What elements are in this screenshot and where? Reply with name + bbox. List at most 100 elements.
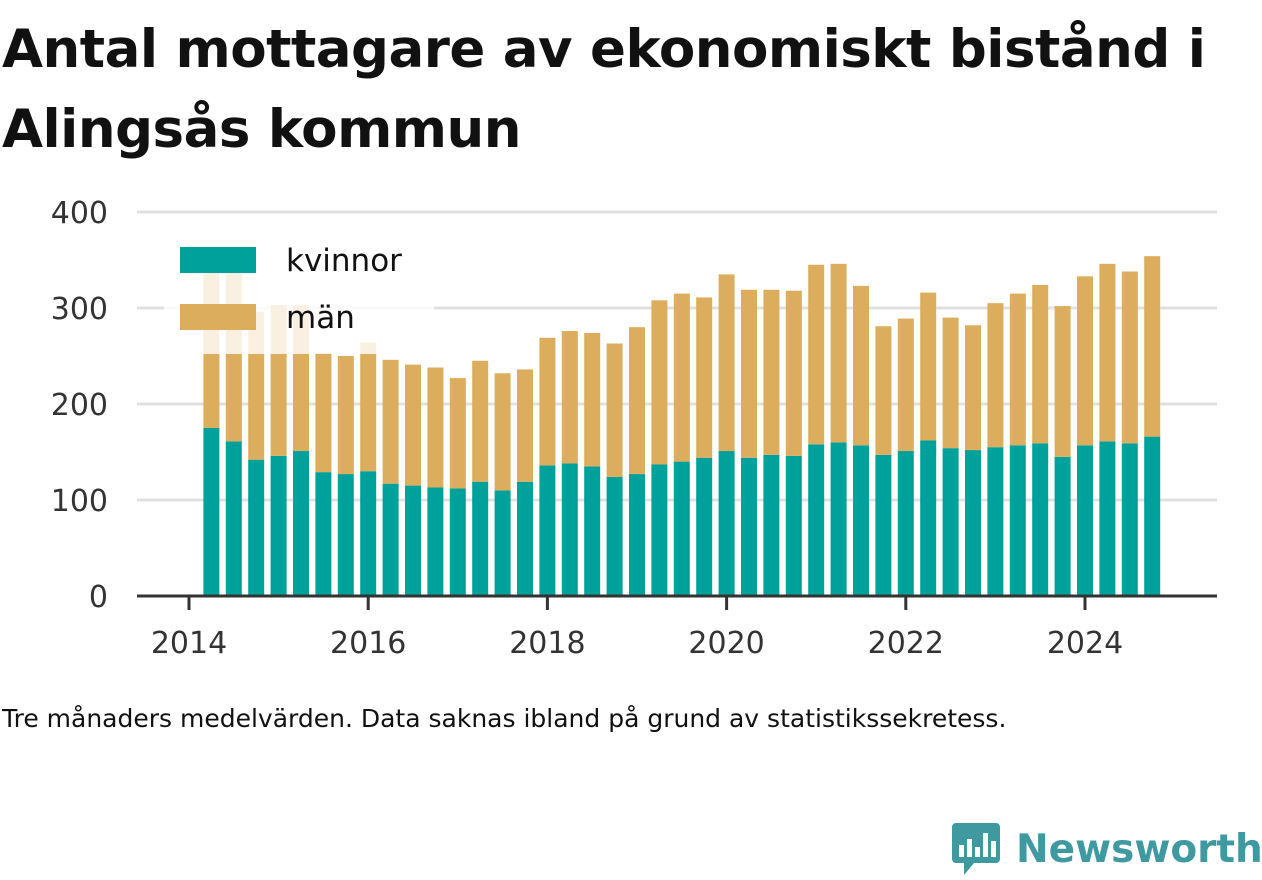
x-tick-label: 2014: [151, 626, 227, 661]
bar-kvinnor: [1032, 443, 1049, 596]
bar-man: [1032, 284, 1049, 444]
bar-man: [629, 327, 645, 475]
bar-man: [539, 337, 556, 466]
legend-swatch: [180, 247, 256, 273]
bar-kvinnor: [785, 455, 802, 596]
bar-man: [584, 332, 601, 467]
bar-kvinnor: [651, 464, 668, 596]
bar-man: [785, 290, 802, 456]
bar-man: [897, 318, 914, 452]
y-tick-label: 0: [89, 580, 108, 615]
newsworthy-logo: Newsworthy: [950, 818, 1262, 880]
bar-man: [696, 297, 713, 458]
x-tick-label: 2022: [868, 626, 944, 661]
bar-man: [741, 289, 757, 458]
bar-kvinnor: [1144, 436, 1161, 596]
chart-caption: Tre månaders medelvärden. Data saknas ib…: [2, 704, 1007, 733]
legend-label: män: [286, 300, 355, 336]
bar-kvinnor: [1054, 456, 1071, 596]
bar-man: [494, 373, 511, 491]
legend: kvinnor män: [164, 232, 434, 354]
bar-kvinnor: [248, 459, 265, 596]
bar-kvinnor: [763, 454, 780, 596]
bar-kvinnor: [584, 466, 601, 596]
x-tick-label: 2018: [509, 626, 585, 661]
bar-man: [808, 264, 825, 445]
bar-kvinnor: [561, 463, 578, 596]
bar-kvinnor: [1099, 441, 1116, 596]
y-tick-label: 400: [51, 196, 108, 231]
bar-man: [1121, 271, 1138, 444]
bar-man: [718, 274, 735, 452]
bar-kvinnor: [539, 465, 556, 596]
bar-man: [517, 369, 533, 482]
bar-kvinnor: [853, 445, 869, 596]
bars: [203, 256, 1161, 596]
bar-kvinnor: [808, 444, 825, 596]
x-tick-label: 2024: [1047, 626, 1123, 661]
chart-title: Antal mottagare av ekonomiskt bistånd i …: [2, 19, 1206, 160]
bar-kvinnor: [718, 451, 735, 596]
bar-kvinnor: [517, 481, 533, 596]
bar-kvinnor: [606, 476, 623, 596]
brand-name: Newsworthy: [1016, 826, 1262, 872]
bar-man: [382, 359, 399, 484]
bar-kvinnor: [494, 490, 511, 596]
bar-kvinnor: [405, 485, 421, 596]
bar-kvinnor: [472, 481, 489, 596]
bar-man: [965, 325, 981, 451]
bar-man: [830, 263, 847, 443]
bar-man: [987, 303, 1004, 448]
bar-kvinnor: [427, 487, 444, 596]
bar-man: [763, 289, 780, 455]
stacked-bar-chart: 0 100 200 300 400 2014 2016 2018 2020 2022 2024 kv…: [51, 196, 1217, 661]
bar-man: [1009, 293, 1026, 446]
bar-man: [561, 331, 578, 464]
bar-man: [427, 367, 444, 488]
bar-kvinnor: [293, 451, 309, 596]
bar-man: [606, 343, 623, 477]
y-tick-label: 300: [51, 292, 108, 327]
bar-kvinnor: [741, 457, 757, 596]
y-tick-label: 200: [51, 388, 108, 423]
bar-man: [405, 364, 421, 486]
bar-kvinnor: [696, 457, 713, 596]
bar-kvinnor: [360, 471, 377, 596]
bar-kvinnor: [382, 483, 399, 596]
bar-man: [315, 353, 332, 473]
axes: 0 100 200 300 400 2014 2016 2018 2020 2022 2024: [51, 196, 1217, 661]
bar-man: [360, 342, 377, 472]
y-tick-label: 100: [51, 484, 108, 519]
bar-man: [337, 356, 354, 475]
bar-man: [920, 292, 937, 441]
bar-kvinnor: [1121, 443, 1138, 596]
bar-kvinnor: [1077, 445, 1093, 596]
bar-kvinnor: [337, 474, 354, 596]
bar-man: [1077, 276, 1093, 446]
bar-man: [673, 293, 690, 462]
bar-kvinnor: [875, 454, 892, 596]
legend-swatch: [180, 304, 256, 330]
bar-man: [853, 285, 869, 446]
bar-kvinnor: [225, 441, 242, 596]
bar-kvinnor: [965, 450, 981, 596]
bar-kvinnor: [203, 428, 220, 596]
bar-man: [472, 360, 489, 482]
bar-man: [651, 300, 668, 465]
bar-kvinnor: [987, 447, 1004, 596]
bar-man: [449, 378, 466, 489]
x-tick-label: 2016: [330, 626, 406, 661]
bar-man: [1099, 263, 1116, 442]
bar-kvinnor: [942, 448, 959, 596]
bar-kvinnor: [315, 472, 332, 596]
bar-man: [942, 317, 959, 449]
bar-kvinnor: [629, 474, 645, 596]
bar-kvinnor: [1009, 445, 1026, 596]
bar-kvinnor: [830, 442, 847, 596]
bar-man: [875, 326, 892, 455]
bar-kvinnor: [673, 461, 690, 596]
bar-man: [1054, 306, 1071, 457]
bar-man: [1144, 256, 1161, 437]
bar-kvinnor: [449, 488, 466, 596]
bar-kvinnor: [897, 451, 914, 596]
